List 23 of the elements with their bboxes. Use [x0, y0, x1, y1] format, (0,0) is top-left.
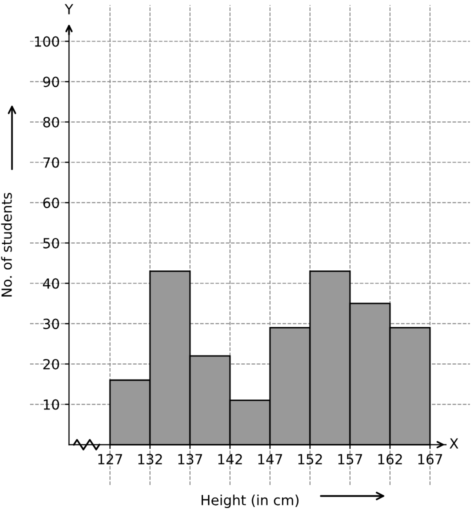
annotation: X [450, 438, 458, 448]
annotation: Y [64, 4, 74, 14]
x-tick-label: 132 [138, 454, 162, 464]
y-tick-label: 90 [43, 76, 60, 88]
x-tick-label: 137 [178, 454, 202, 464]
x-tick-label: 157 [338, 454, 362, 464]
y-tick-label: 70 [43, 157, 60, 168]
y-tick-label: 20 [43, 358, 60, 370]
y-tick-label: 50 [43, 238, 60, 248]
x-tick-label: 147 [258, 454, 282, 464]
x-tick-label: 167 [418, 454, 442, 464]
y-tick-label: 60 [43, 198, 60, 208]
x-tick-label: 142 [218, 454, 242, 464]
x-tick-label: 127 [98, 454, 122, 464]
x-axis-title: Height (in cm) [202, 494, 299, 508]
x-tick-label: 152 [298, 454, 322, 464]
y-axis-title: No. of students [1, 192, 12, 296]
y-tick-label: 30 [43, 318, 60, 330]
y-tick-label: 100 [34, 36, 60, 47]
x-tick-label: 162 [378, 454, 402, 464]
y-tick-label: 10 [44, 399, 60, 410]
y-tick-label: 80 [43, 116, 60, 128]
y-tick-label: 40 [42, 278, 60, 289]
